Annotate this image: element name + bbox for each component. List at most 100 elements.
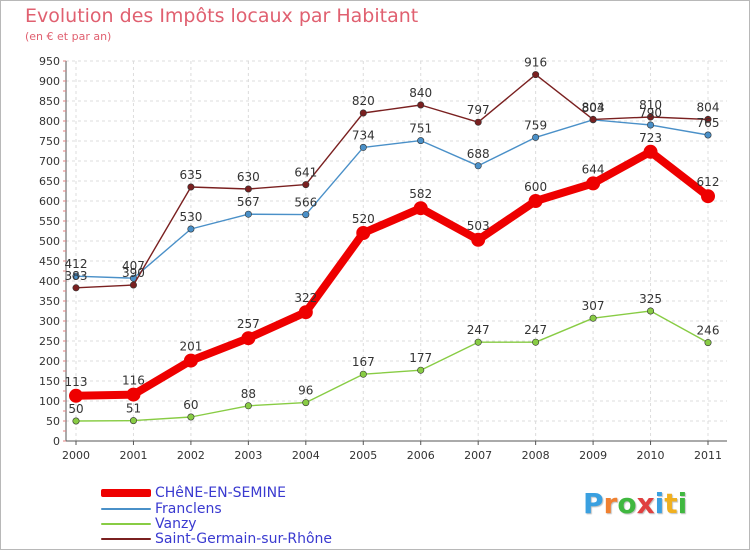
y-tick-label: 100 <box>39 395 60 408</box>
data-label-franclens: 530 <box>179 210 202 224</box>
data-label-vanzy: 167 <box>352 355 375 369</box>
series-line-saint-germain-sur-rhone <box>75 73 709 289</box>
data-label-chene-en-semine: 116 <box>122 374 145 388</box>
data-label-vanzy: 247 <box>524 323 547 337</box>
legend-label-vanzy: Vanzy <box>155 516 197 532</box>
data-label-saint-germain-sur-rhone: 635 <box>179 168 202 182</box>
data-point-chene-en-semine <box>413 201 428 216</box>
data-point-vanzy <box>302 399 310 407</box>
x-tick-label: 2003 <box>234 449 262 462</box>
y-tick-label: 400 <box>39 275 60 288</box>
logo-letter: i <box>654 487 665 520</box>
data-label-saint-germain-sur-rhone: 390 <box>122 266 145 280</box>
data-point-saint-germain-sur-rhone <box>647 113 655 121</box>
x-tick-label: 2008 <box>522 449 550 462</box>
logo-letter: o <box>617 487 637 520</box>
data-point-chene-en-semine <box>298 305 313 320</box>
data-label-saint-germain-sur-rhone: 916 <box>524 56 547 70</box>
data-label-franclens: 407 <box>122 259 145 273</box>
y-tick-label: 200 <box>39 355 60 368</box>
y-tick-label: 650 <box>39 175 60 188</box>
data-point-franclens <box>647 121 655 129</box>
data-label-vanzy: 247 <box>467 323 490 337</box>
data-label-chene-en-semine: 612 <box>697 175 720 189</box>
y-tick-label: 150 <box>39 375 60 388</box>
data-label-saint-germain-sur-rhone: 804 <box>697 100 720 114</box>
logo-letter: P <box>583 487 604 520</box>
data-label-vanzy: 177 <box>409 351 432 365</box>
legend-label-saint-germain-sur-rhone: Saint-Germain-sur-Rhône <box>155 531 333 547</box>
data-label-chene-en-semine: 113 <box>65 375 88 389</box>
logo-letter: x <box>636 487 655 520</box>
data-point-vanzy <box>187 413 195 421</box>
y-tick-label: 350 <box>39 295 60 308</box>
data-label-saint-germain-sur-rhone: 641 <box>294 166 317 180</box>
logo-letter: r <box>603 487 618 520</box>
logo-letter: i <box>677 487 688 520</box>
legend-swatch-franclens <box>101 508 151 510</box>
data-point-chene-en-semine <box>528 194 543 208</box>
data-point-chene-en-semine <box>471 232 486 247</box>
data-point-franclens <box>474 162 482 170</box>
y-tick-label: 250 <box>39 335 60 348</box>
data-point-vanzy <box>359 370 367 378</box>
data-point-franclens <box>72 272 80 280</box>
data-label-chene-en-semine: 520 <box>352 212 375 226</box>
x-tick-label: 2001 <box>119 449 147 462</box>
data-label-saint-germain-sur-rhone: 630 <box>237 170 260 184</box>
data-label-vanzy: 50 <box>68 402 83 416</box>
legend-label-franclens: Franclens <box>155 501 222 517</box>
x-tick-label: 2009 <box>579 449 607 462</box>
data-label-vanzy: 246 <box>697 324 720 338</box>
series-line-franclens <box>75 119 709 279</box>
data-label-franclens: 765 <box>697 116 720 130</box>
legend-item-saint-germain-sur-rhone: Saint-Germain-sur-Rhône <box>101 531 332 547</box>
data-point-chene-en-semine <box>69 388 83 403</box>
data-label-franclens: 688 <box>467 147 490 161</box>
data-point-vanzy <box>704 339 712 347</box>
y-tick-label: 950 <box>39 55 60 68</box>
data-point-vanzy <box>417 366 425 374</box>
data-label-vanzy: 307 <box>582 299 605 313</box>
data-point-saint-germain-sur-rhone <box>129 281 137 289</box>
data-point-saint-germain-sur-rhone <box>417 101 425 109</box>
data-label-chene-en-semine: 600 <box>524 180 547 194</box>
data-label-vanzy: 51 <box>126 402 141 416</box>
data-label-saint-germain-sur-rhone: 804 <box>582 100 605 114</box>
data-point-chene-en-semine <box>701 189 715 204</box>
data-point-saint-germain-sur-rhone <box>359 109 367 117</box>
x-tick-label: 2000 <box>62 449 90 462</box>
data-label-vanzy: 60 <box>183 398 198 412</box>
data-label-saint-germain-sur-rhone: 797 <box>467 103 490 117</box>
data-point-franclens <box>244 210 252 218</box>
data-point-chene-en-semine <box>183 353 198 368</box>
data-label-franclens: 567 <box>237 195 260 209</box>
data-point-franclens <box>359 143 367 151</box>
data-point-saint-germain-sur-rhone <box>704 115 712 123</box>
y-tick-label: 700 <box>39 155 60 168</box>
data-point-vanzy <box>532 338 540 346</box>
data-label-vanzy: 96 <box>298 384 313 398</box>
chart-subtitle: (en € et par an) <box>25 30 112 43</box>
data-label-chene-en-semine: 723 <box>639 131 662 145</box>
plot-area <box>66 61 727 441</box>
data-point-vanzy <box>244 402 252 410</box>
data-point-franclens <box>704 131 712 139</box>
data-label-saint-germain-sur-rhone: 840 <box>409 86 432 100</box>
data-label-franclens: 734 <box>352 128 375 142</box>
legend-item-chene-en-semine: CHêNE-EN-SEMINE <box>101 485 286 501</box>
data-label-chene-en-semine: 201 <box>179 340 202 354</box>
data-label-chene-en-semine: 257 <box>237 317 260 331</box>
data-point-chene-en-semine <box>356 226 371 240</box>
data-point-saint-germain-sur-rhone <box>474 118 482 126</box>
series-line-chene-en-semine <box>72 147 712 400</box>
x-tick-label: 2007 <box>464 449 492 462</box>
chart-title: Evolution des Impôts locaux par Habitant <box>25 5 419 27</box>
data-point-franclens <box>532 133 540 141</box>
y-tick-label: 850 <box>39 95 60 108</box>
data-point-chene-en-semine <box>643 144 658 159</box>
y-tick-label: 900 <box>39 75 60 88</box>
data-point-chene-en-semine <box>126 387 141 402</box>
